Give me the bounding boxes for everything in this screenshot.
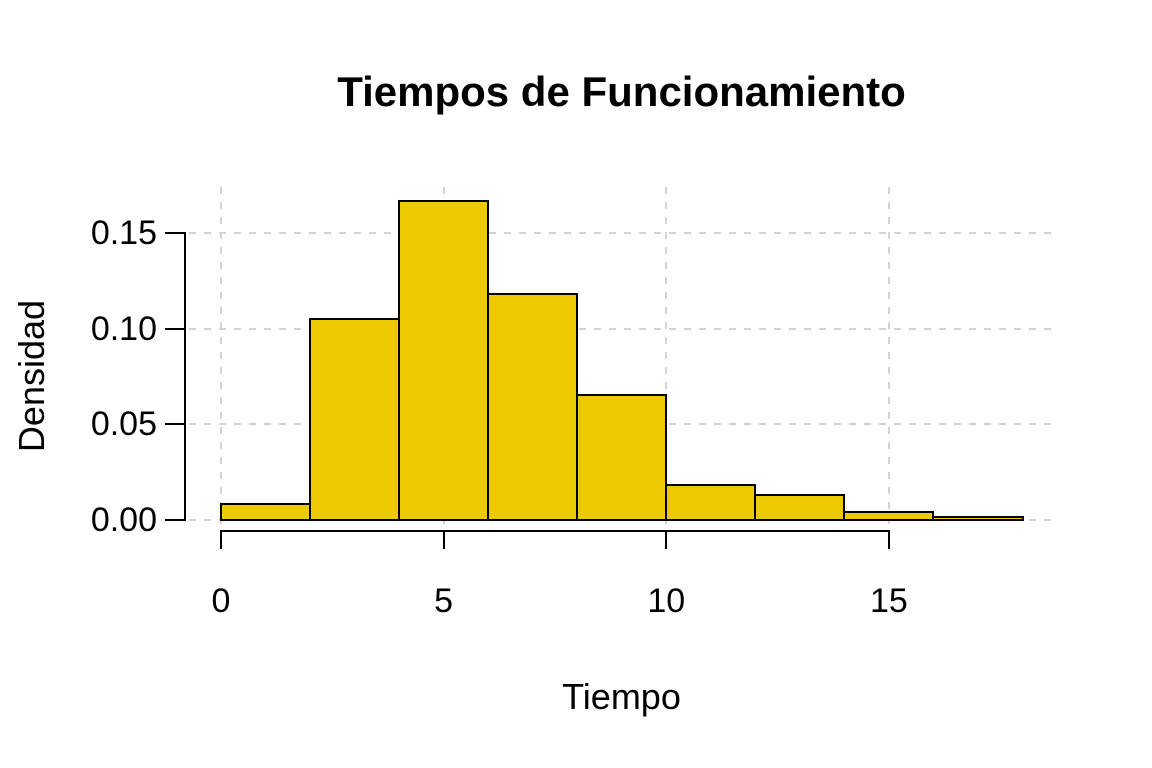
- gridline-x-0: [220, 187, 222, 532]
- gridline-y-0.15: [189, 232, 1054, 234]
- y-axis-tick: [165, 327, 185, 330]
- histogram-bar-4-6: [398, 199, 490, 521]
- x-tick-label-0: 0: [211, 582, 231, 620]
- y-axis-line: [184, 232, 186, 521]
- x-tick-label-5: 5: [434, 582, 454, 620]
- x-axis-tick: [220, 532, 222, 549]
- x-tick-label-10: 10: [647, 582, 686, 620]
- histogram-bar-2-4: [309, 317, 401, 521]
- histogram-bar-16-18: [932, 515, 1024, 521]
- histogram-bar-10-12: [665, 484, 757, 521]
- y-axis-tick: [165, 232, 185, 234]
- x-axis-tick: [665, 532, 668, 549]
- x-axis-tick: [887, 532, 890, 549]
- x-tick-label-15: 15: [870, 582, 908, 620]
- gridline-x-15: [887, 187, 890, 532]
- x-axis-line: [220, 530, 890, 532]
- y-tick-label-0.00: 0.00: [90, 500, 157, 539]
- y-tick-label-0.15: 0.15: [90, 214, 157, 252]
- histogram-bar-0-2: [220, 503, 312, 521]
- y-tick-label-0.10: 0.10: [90, 309, 157, 348]
- gridline-x-10: [665, 187, 668, 532]
- gridline-y-0.10: [189, 327, 1054, 330]
- y-tick-label-0.05: 0.05: [90, 405, 157, 443]
- y-axis-tick: [165, 423, 185, 425]
- histogram-bar-6-8: [487, 293, 579, 521]
- histogram-bar-12-14: [754, 493, 846, 521]
- y-axis-tick: [165, 518, 185, 521]
- histogram-bar-14-16: [843, 510, 935, 521]
- chart-title: Tiempos de Funcionamiento: [337, 68, 906, 115]
- x-axis-tick: [442, 532, 445, 549]
- histogram-bar-8-10: [576, 394, 668, 521]
- x-axis-title: Tiempo: [562, 676, 681, 717]
